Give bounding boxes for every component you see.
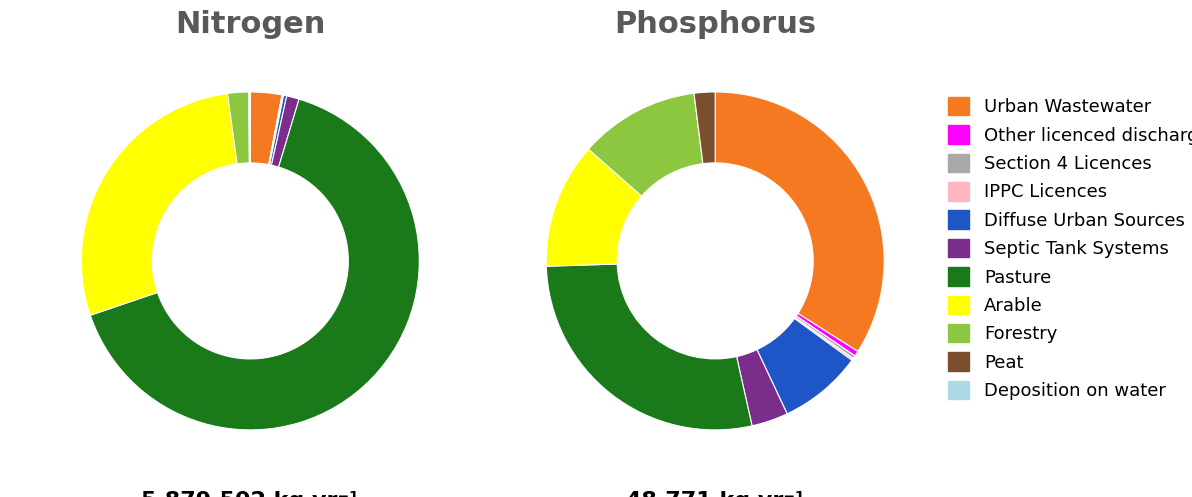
Title: Phosphorus: Phosphorus (614, 10, 817, 39)
Wedge shape (694, 92, 715, 164)
Wedge shape (795, 318, 853, 360)
Text: 48,771 kg yr⁻¹: 48,771 kg yr⁻¹ (626, 491, 805, 497)
Wedge shape (91, 99, 420, 430)
Wedge shape (795, 316, 855, 358)
Wedge shape (269, 95, 284, 165)
Wedge shape (715, 92, 884, 351)
Wedge shape (546, 149, 641, 266)
Title: Nitrogen: Nitrogen (175, 10, 325, 39)
Wedge shape (272, 96, 299, 167)
Wedge shape (546, 264, 752, 430)
Wedge shape (268, 95, 283, 165)
Wedge shape (228, 92, 249, 164)
Text: 5,879,502 kg yr⁻¹: 5,879,502 kg yr⁻¹ (142, 491, 359, 497)
Legend: Urban Wastewater, Other licenced discharges, Section 4 Licences, IPPC Licences, : Urban Wastewater, Other licenced dischar… (948, 97, 1192, 400)
Wedge shape (589, 93, 703, 196)
Wedge shape (249, 92, 250, 163)
Wedge shape (737, 349, 787, 426)
Wedge shape (796, 314, 858, 356)
Wedge shape (269, 95, 287, 165)
Wedge shape (269, 95, 283, 165)
Wedge shape (250, 92, 283, 165)
Wedge shape (81, 93, 237, 315)
Wedge shape (757, 319, 852, 414)
